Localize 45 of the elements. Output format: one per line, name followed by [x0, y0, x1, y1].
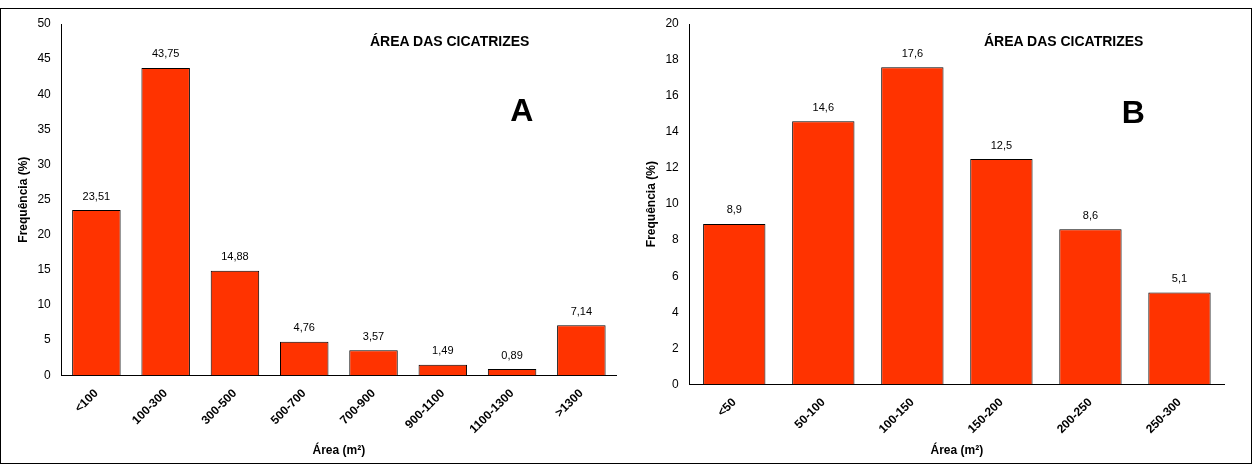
data-label: 43,75 — [151, 47, 180, 60]
y-tick-label: 0 — [672, 376, 680, 391]
data-label: 17,6 — [901, 46, 924, 59]
data-label: 8,9 — [726, 203, 742, 216]
y-tick-label: 30 — [37, 156, 52, 171]
y-tick-label: 2 — [672, 340, 680, 355]
data-label: 1,49 — [432, 344, 454, 357]
y-tick-label: 25 — [37, 191, 52, 206]
data-label: 12,5 — [990, 138, 1013, 151]
y-tick-label: 45 — [37, 51, 52, 66]
x-axis-title: Área (m²) — [930, 442, 984, 458]
data-label: 0,89 — [501, 348, 523, 361]
y-tick-label: 4 — [672, 304, 680, 319]
x-axis-title: Área (m²) — [312, 442, 366, 458]
annotation: B — [1121, 93, 1145, 130]
y-tick-label: 16 — [665, 88, 680, 103]
y-tick-label: 0 — [44, 367, 52, 382]
data-label: 14,6 — [812, 100, 835, 113]
y-tick-label: 10 — [665, 196, 680, 211]
y-tick-label: 20 — [37, 227, 52, 242]
y-tick-label: 6 — [672, 268, 680, 283]
y-tick-label: 8 — [672, 232, 680, 247]
y-tick-label: 40 — [37, 86, 52, 101]
y-axis-title: Frequência (%) — [643, 161, 658, 248]
y-tick-label: 50 — [37, 16, 52, 31]
y-tick-label: 14 — [665, 124, 680, 139]
x-tick-label: <50 — [714, 394, 739, 420]
data-label: 8,6 — [1082, 208, 1099, 221]
text: ÁREA DAS CICATRIZES — [370, 32, 530, 49]
data-label: 23,51 — [82, 189, 111, 202]
y-tick-label: 20 — [665, 16, 680, 31]
y-axis-title: Frequência (%) — [15, 156, 30, 243]
data-label: 5,1 — [1171, 271, 1188, 284]
data-label: 4,76 — [293, 321, 315, 334]
data-label: 3,57 — [362, 329, 385, 342]
y-tick-label: 10 — [37, 297, 52, 312]
y-tick-label: 18 — [665, 52, 680, 67]
y-tick-label: 35 — [37, 121, 52, 136]
y-tick-label: 5 — [44, 332, 52, 347]
annotation: A — [510, 91, 534, 128]
y-tick-label: 15 — [37, 262, 52, 277]
data-label: 14,88 — [221, 250, 249, 263]
text: ÁREA DAS CICATRIZES — [984, 32, 1144, 49]
y-tick-label: 12 — [665, 160, 680, 175]
data-label: 7,14 — [570, 304, 593, 317]
